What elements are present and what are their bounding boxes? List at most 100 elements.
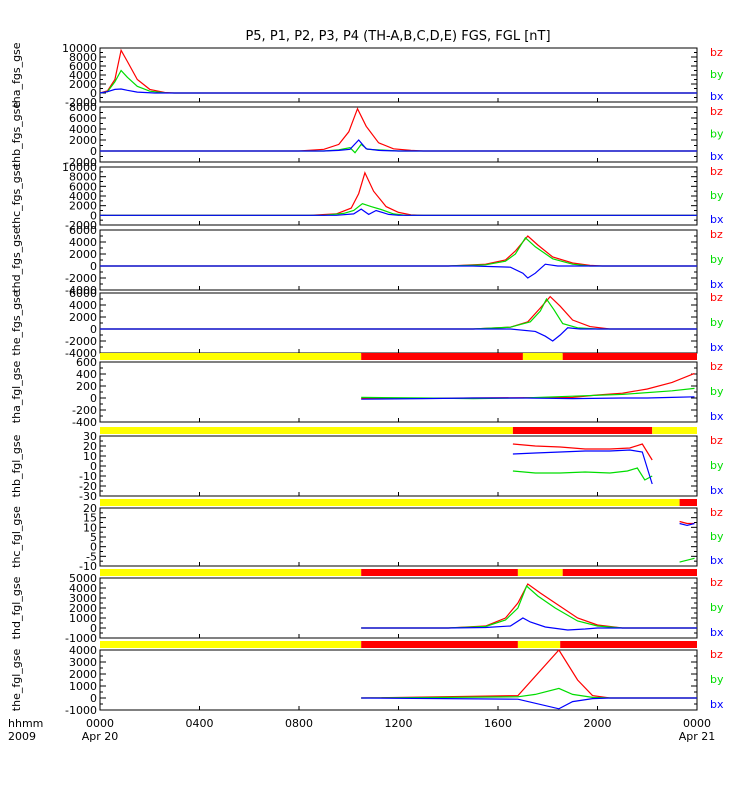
series-line-bz [361,372,695,400]
series-line-by [512,467,653,481]
y-tick-label: 0 [90,692,97,705]
series-line-bx [361,617,697,631]
legend-label-bz: bz [710,291,723,304]
panel-frame [99,361,698,423]
flag-bar-segment-3 [560,641,697,648]
legend-label-by: by [710,459,724,472]
time-axis-label-year: 2009 [8,730,36,743]
legend-label-bx: bx [710,341,724,354]
series-line-bz [512,443,653,461]
y-tick-label: 2000 [69,134,97,147]
legend-label-by: by [710,189,724,202]
panel-frame [99,292,698,354]
y-tick-label: 15 [83,512,97,525]
legend-label-by: by [710,253,724,266]
y-tick-label: 8000 [69,171,97,184]
y-tick-label: 0 [90,145,97,158]
series-line-bx [361,697,697,710]
time-tick-label: 1600 [484,717,512,730]
flag-bar-segment-0 [100,427,513,434]
series-line-bz [100,295,697,330]
time-tick-label: 0400 [186,717,214,730]
y-tick-label: 4000 [69,236,97,249]
legend-label-by: by [710,601,724,614]
y-tick-label: -10 [79,560,97,573]
legend-label-bx: bx [710,698,724,711]
y-axis-label: thb_fgl_gse [10,434,23,497]
legend-label-bz: bz [710,360,723,373]
y-axis-label: thd_fgs_gse [10,227,23,293]
y-tick-label: 6000 [69,287,97,300]
legend-label-bx: bx [710,90,724,103]
y-tick-label: 0 [90,260,97,273]
plot-title: P5, P1, P2, P3, P4 (TH-A,B,C,D,E) FGS, F… [245,29,550,44]
flag-bar-segment-3 [562,569,697,576]
flag-bar-segment-0 [100,353,362,360]
y-tick-label: 0 [90,209,97,222]
legend-label-by: by [710,530,724,543]
legend-label-bz: bz [710,506,723,519]
time-tick-label: 0000 [86,717,114,730]
y-tick-label: 200 [76,380,97,393]
y-tick-label: 10 [83,521,97,534]
series-line-bx [99,88,697,94]
y-tick-label: -4000 [65,284,97,297]
flag-bar-segment-3 [562,353,697,360]
y-tick-label: 2000 [69,200,97,213]
series-line-bz [100,171,697,216]
y-tick-label: 30 [83,430,97,443]
panel-frame [99,47,698,103]
y-tick-label: 10 [83,450,97,463]
y-tick-label: 10000 [62,161,97,174]
y-tick-label: 5 [90,531,97,544]
y-axis-label: thc_fgs_gse [10,164,23,229]
y-axis-label: the_fgs_gse [10,290,23,355]
y-tick-label: 0 [90,460,97,473]
y-tick-label: 6000 [69,112,97,125]
time-tick-label: 1200 [385,717,413,730]
y-tick-label: 4000 [69,299,97,312]
y-tick-label: 1000 [69,680,97,693]
y-tick-label: 10000 [62,42,97,55]
panel-frame [99,229,698,291]
time-tick-date: Apr 21 [679,730,716,743]
y-tick-label: 6000 [69,60,97,73]
series-line-bx [100,263,697,279]
y-tick-label: 2000 [69,668,97,681]
series-line-by [100,203,697,216]
y-tick-label: 2000 [69,248,97,261]
legend-label-bz: bz [710,648,723,661]
y-tick-label: 1000 [69,612,97,625]
series-line-bz [100,107,697,152]
y-tick-label: 20 [83,502,97,515]
y-axis-label: thc_fgl_gse [10,506,23,568]
y-tick-label: 8000 [69,51,97,64]
y-tick-label: -2000 [65,156,97,169]
series-line-by [100,236,697,267]
legend-label-by: by [710,128,724,141]
flag-bar-segment-0 [100,569,362,576]
y-tick-label: 2000 [69,78,97,91]
y-tick-label: -1000 [65,632,97,645]
series-line-bx [512,449,653,485]
flag-bar-segment-2 [517,569,563,576]
legend-label-bx: bx [710,410,724,423]
panel-frame [99,507,698,567]
legend-label-bx: bx [710,554,724,567]
legend-label-bx: bx [710,213,724,226]
legend-label-bz: bz [710,46,723,59]
series-line-bx [679,522,695,527]
legend-label-by: by [710,316,724,329]
series-line-bz [679,520,695,525]
flag-bar-segment-2 [652,427,697,434]
y-tick-label: -4000 [65,347,97,360]
y-tick-label: 0 [90,541,97,554]
y-tick-label: 0 [90,622,97,635]
y-tick-label: 2000 [69,311,97,324]
y-axis-label: thd_fgl_gse [10,576,23,639]
